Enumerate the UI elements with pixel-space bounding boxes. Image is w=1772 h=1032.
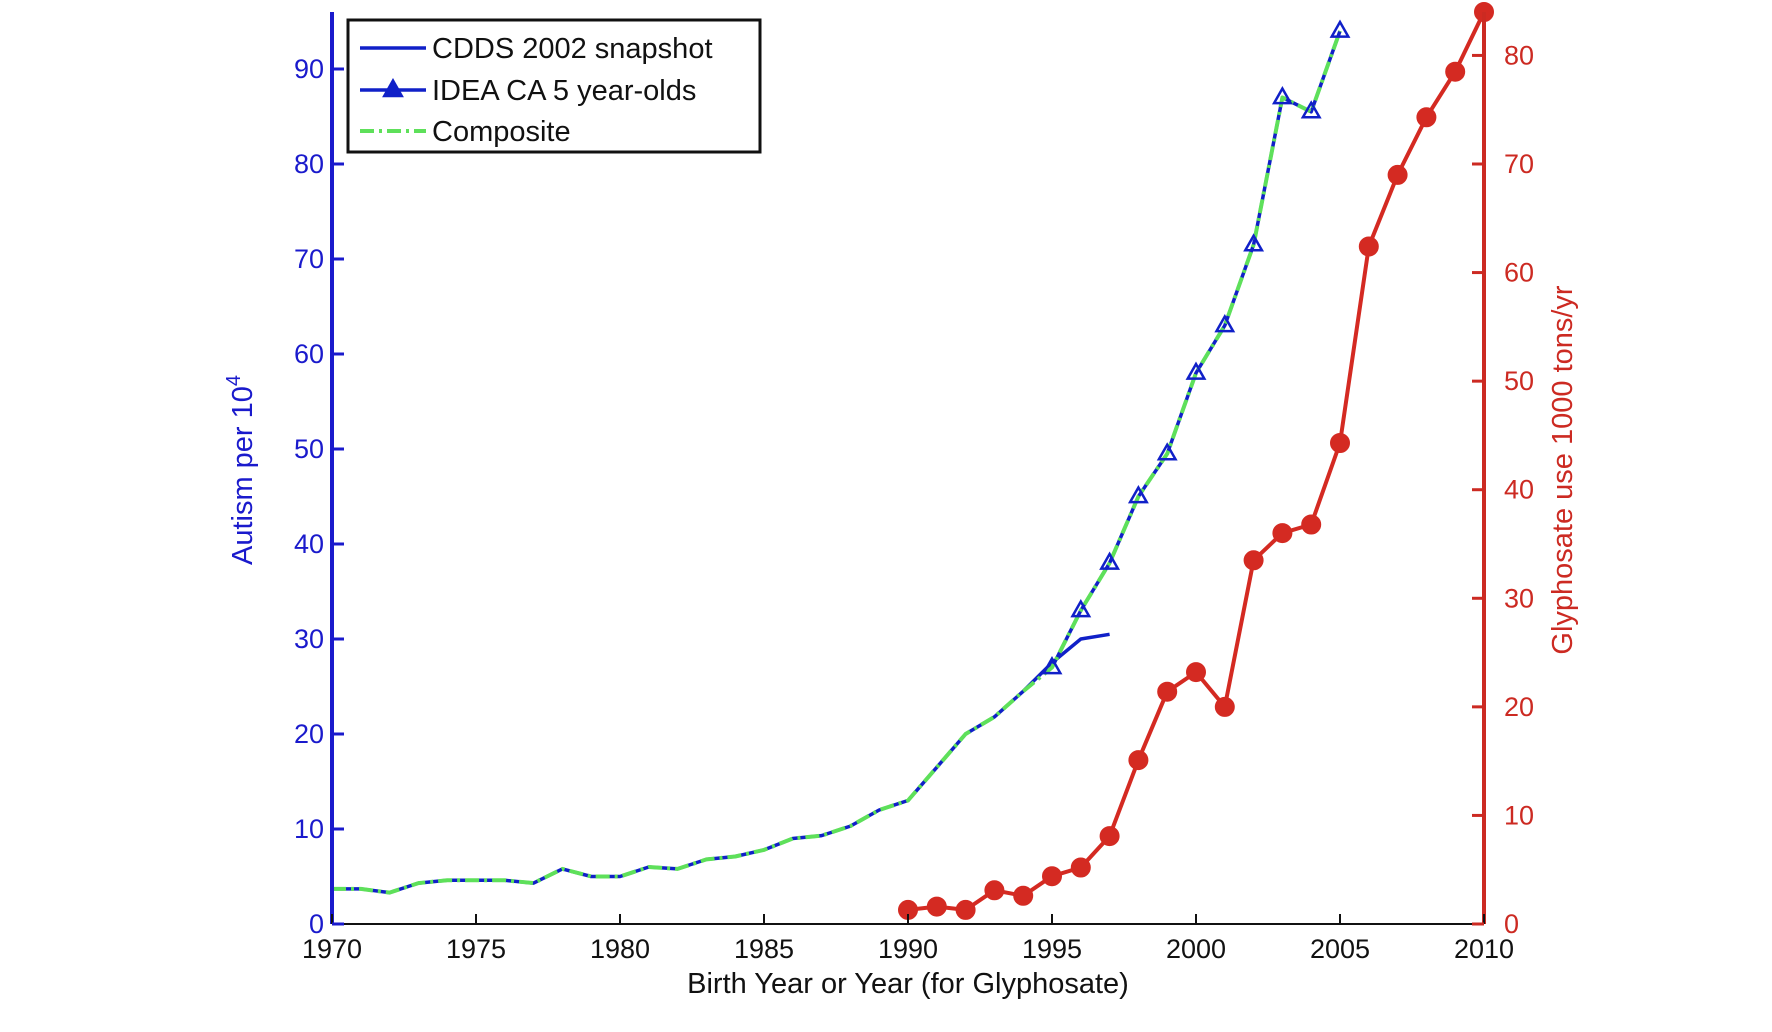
left-y-tick-label: 70	[294, 244, 324, 274]
glyphosate-point	[1214, 696, 1235, 717]
right-y-tick-label: 20	[1504, 692, 1534, 722]
right-y-tick-label: 70	[1504, 149, 1534, 179]
right-y-tick-label: 50	[1504, 366, 1534, 396]
idea-point	[1300, 100, 1322, 119]
glyphosate-point	[1099, 826, 1120, 847]
glyphosate-point	[1330, 433, 1350, 453]
left-y-tick-label: 10	[294, 814, 324, 844]
glyphosate-point	[1128, 750, 1149, 771]
x-tick-label: 2010	[1454, 934, 1514, 964]
x-tick-label: 1975	[446, 934, 506, 964]
idea-point	[1243, 233, 1265, 252]
glyphosate-point	[1157, 681, 1178, 702]
x-tick-label: 1980	[590, 934, 650, 964]
right-y-tick-label: 10	[1504, 800, 1534, 830]
legend-label: CDDS 2002 snapshot	[432, 33, 713, 65]
glyphosate-point	[1387, 164, 1408, 185]
x-tick-label: 1970	[302, 934, 362, 964]
glyphosate-point	[1445, 61, 1466, 82]
idea-point	[1185, 361, 1207, 380]
idea-point	[1099, 551, 1121, 570]
right-y-axis-title: Glyphosate use 1000 tons/yr	[1547, 285, 1579, 655]
left-y-tick-label: 30	[294, 624, 324, 654]
idea-point	[1127, 484, 1149, 504]
series-layer	[332, 2, 1494, 920]
right-y-tick-label: 40	[1504, 475, 1534, 505]
glyphosate-line	[907, 11, 1486, 912]
glyphosate-point	[1301, 514, 1322, 535]
right-y-tick-label: 80	[1504, 40, 1534, 70]
glyphosate-point	[984, 880, 1005, 901]
idea-point	[1271, 85, 1293, 105]
idea-point	[1214, 313, 1236, 333]
x-tick-label: 1990	[878, 934, 938, 964]
idea-point	[1070, 598, 1092, 618]
left-y-tick-label: 90	[294, 54, 324, 84]
x-axis-title: Birth Year or Year (for Glyphosate)	[687, 968, 1129, 1000]
left-y-axis-title-superscript: 4	[223, 375, 245, 386]
legend-label: Composite	[432, 116, 571, 148]
glyphosate-point	[1243, 550, 1264, 571]
idea-line	[1050, 30, 1342, 669]
left-y-tick-label: 0	[309, 909, 324, 939]
cdds-line	[332, 632, 1110, 895]
legend-swatch-idea-marker	[382, 77, 404, 98]
glyphosate-point	[1013, 885, 1034, 906]
glyphosate-point	[1042, 866, 1062, 887]
left-y-tick-label: 40	[294, 529, 324, 559]
composite-line	[332, 30, 1342, 895]
glyphosate-point	[1416, 107, 1437, 128]
glyphosate-point	[1272, 523, 1293, 544]
idea-point	[1041, 655, 1063, 675]
left-y-axis-title-main: Autism per 10	[227, 386, 259, 565]
idea-point	[1156, 442, 1178, 461]
left-y-tick-label: 20	[294, 719, 324, 749]
legend: CDDS 2002 snapshot IDEA CA 5 year-olds Com…	[346, 18, 762, 154]
glyphosate-point	[955, 899, 976, 920]
left-y-tick-label: 60	[294, 339, 324, 369]
right-y-tick-label: 60	[1504, 258, 1534, 288]
idea-point	[1329, 19, 1351, 38]
glyphosate-point	[926, 896, 947, 917]
glyphosate-point	[1186, 662, 1206, 683]
axes-layer: 1970 1975 1980 1985 1990 1995 2000 2005 20100102…	[223, 12, 1579, 1000]
x-tick-label: 2005	[1310, 934, 1370, 964]
left-y-axis-title: Autism per 104	[223, 375, 259, 565]
x-tick-label: 1995	[1022, 934, 1082, 964]
right-y-tick-label: 0	[1504, 909, 1519, 939]
glyphosate-point	[1358, 236, 1379, 257]
legend-label: IDEA CA 5 year-olds	[432, 75, 696, 107]
right-y-tick-label: 30	[1504, 583, 1534, 613]
x-tick-label: 1985	[734, 934, 794, 964]
x-tick-label: 2000	[1166, 934, 1226, 964]
glyphosate-point	[1070, 857, 1091, 878]
left-y-tick-label: 50	[294, 434, 324, 464]
left-y-tick-label: 80	[294, 149, 324, 179]
